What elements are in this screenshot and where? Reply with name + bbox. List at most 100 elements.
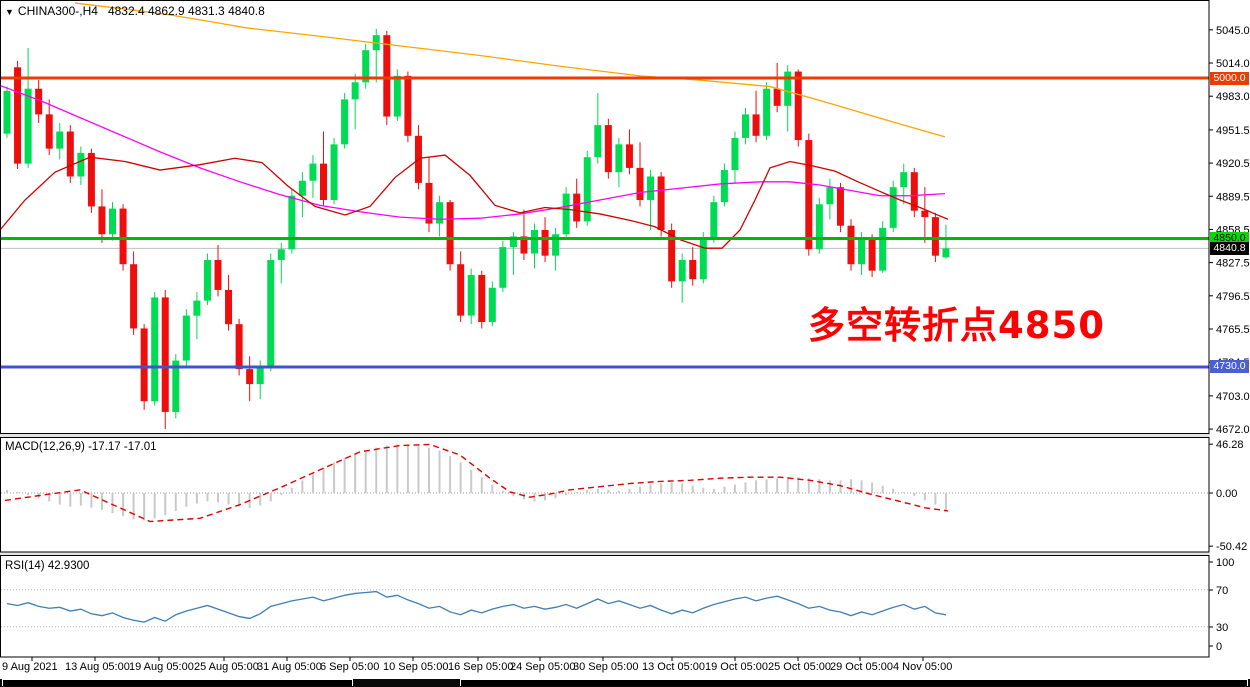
annotation-text: 多空转折点4850: [808, 304, 1105, 347]
candle-body: [710, 202, 718, 239]
rsi-tick-label: 0: [1216, 641, 1222, 653]
candle-body: [910, 172, 918, 211]
bottom-bar-tab-1[interactable]: [460, 679, 1248, 686]
time-axis-label: 13 Oct 05:00: [642, 661, 705, 673]
bottom-bar-tab-0[interactable]: [2, 679, 353, 686]
candle-body: [235, 324, 243, 370]
chevron-down-icon[interactable]: ▼: [5, 7, 14, 17]
candles-layer: [3, 28, 950, 430]
macd-signal-line: [4, 443, 949, 523]
time-axis-label: 9 Aug 2021: [2, 661, 58, 673]
price-tick-label: 4983.0: [1216, 91, 1250, 103]
ma-fast-red: [0, 154, 949, 249]
candle-body: [794, 71, 802, 141]
candle-body: [921, 210, 929, 218]
time-axis-label: 25 Oct 05:00: [768, 661, 831, 673]
candle-body: [277, 249, 285, 260]
candle-body: [119, 208, 127, 265]
candle-body: [668, 229, 676, 282]
candle-body: [14, 67, 22, 164]
price-tick-label: 4703.0: [1216, 391, 1250, 403]
candle-body: [214, 259, 222, 290]
candle-body: [256, 366, 264, 385]
candle-body: [784, 71, 792, 106]
candle-body: [203, 259, 211, 301]
price-badge-5000.0: 5000.0: [1210, 71, 1249, 85]
ohlc-values: 4832.4 4862.9 4831.3 4840.8: [107, 4, 265, 18]
candle-body: [35, 88, 43, 115]
candle-body: [161, 297, 169, 412]
time-axis-label: 30 Sep 05:00: [573, 661, 639, 673]
macd-axis-labels: 46.28 0.00 -50.42: [1209, 439, 1247, 553]
rsi-tick-label: 30: [1216, 622, 1228, 634]
candle-body: [731, 137, 739, 171]
candle-body: [225, 289, 233, 325]
candle-body: [109, 208, 116, 235]
price-tick-label: 5014.0: [1216, 58, 1250, 70]
candle-body: [615, 144, 623, 173]
candle-body: [404, 75, 412, 136]
rsi-panel-border: [0, 555, 1210, 658]
candle-body: [66, 131, 74, 177]
candle-body: [246, 369, 254, 385]
candle-body: [879, 227, 887, 271]
candle-body: [647, 176, 655, 201]
time-axis-label: 24 Sep 05:00: [510, 661, 576, 673]
candle-body: [320, 163, 327, 201]
price-badge-4850.0: 4850.0: [1210, 232, 1249, 246]
macd-tick-label: 0.00: [1216, 488, 1237, 500]
main-panel-border: [0, 0, 1210, 434]
candle-body: [805, 140, 813, 250]
candle-body: [3, 90, 11, 134]
candle-body: [362, 50, 370, 83]
candle-body: [773, 88, 781, 106]
macd-tick-label: 46.28: [1216, 439, 1244, 451]
candle-body: [689, 259, 697, 280]
candle-body: [562, 193, 570, 235]
candle-body: [868, 238, 876, 271]
candle-body: [573, 193, 581, 222]
rsi-line: [6, 590, 947, 623]
panel-separator[interactable]: [0, 434, 1210, 437]
chart-header: ▼ CHINA300-,H4 4832.4 4862.9 4831.3 4840.8: [5, 4, 265, 18]
time-axis-label: 31 Aug 05:00: [257, 661, 322, 673]
time-axis-label: 25 Aug 05:00: [194, 661, 259, 673]
rsi-indicator-label: RSI(14) 42.9300: [5, 560, 90, 572]
candle-body: [752, 114, 760, 136]
candle-body: [182, 315, 190, 361]
candle-body: [826, 187, 834, 205]
candle-body: [341, 99, 349, 145]
macd-panel-border: [0, 437, 1210, 553]
candle-body: [425, 182, 433, 224]
price-tick-label: 4951.5: [1216, 125, 1250, 137]
candle-body: [594, 125, 602, 158]
candle-body: [836, 187, 844, 226]
macd-histogram: [6, 444, 947, 521]
rsi-axis-labels: 100 70 30 0: [1209, 557, 1234, 653]
candle-body: [657, 176, 665, 230]
candle-body: [815, 204, 823, 250]
time-axis-label: 13 Aug 05:00: [65, 661, 130, 673]
candle-body: [931, 217, 939, 256]
panel-separator[interactable]: [0, 552, 1210, 556]
candle-body: [678, 259, 686, 282]
price-badge-4730.0: 4730.0: [1210, 360, 1249, 374]
ma-slow-orange: [74, 2, 946, 138]
rsi-tick-label: 100: [1216, 557, 1234, 569]
candle-body: [467, 274, 475, 316]
price-tick-label: 4672.0: [1216, 424, 1250, 436]
time-tick-marks: [31, 657, 924, 661]
candle-body: [942, 248, 950, 258]
candle-body: [900, 172, 908, 188]
candle-body: [742, 114, 749, 138]
candle-body: [583, 157, 591, 222]
candle-body: [288, 195, 296, 250]
candle-body: [298, 180, 306, 196]
bottom-tab-bar: [0, 679, 1250, 687]
candle-body: [436, 202, 444, 224]
candle-body: [172, 360, 180, 412]
price-tick-label: 5045.0: [1216, 25, 1250, 37]
candle-body: [383, 35, 391, 117]
